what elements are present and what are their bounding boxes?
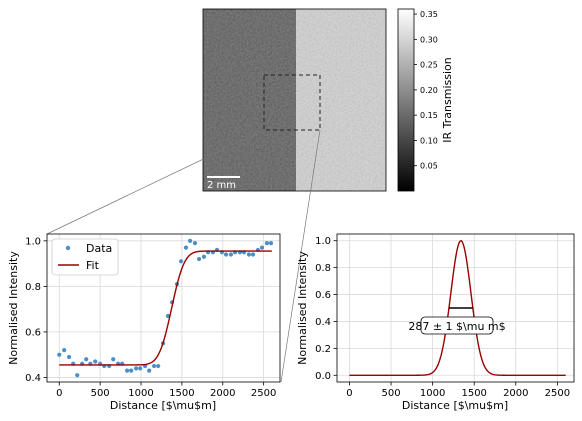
data-point	[246, 252, 252, 257]
x-tick-label: 0	[346, 388, 352, 399]
zoom-connector-right	[280, 129, 321, 383]
colorbar-tick-label: 0.35	[420, 10, 438, 19]
fwhm-annotation: 287 ± 1 $\mu m$	[408, 320, 505, 333]
data-point	[268, 241, 274, 246]
data-point	[250, 252, 256, 257]
data-point	[62, 348, 67, 353]
data-point	[84, 357, 89, 362]
left-axes-frame	[46, 233, 281, 383]
colorbar-tick-label: 0.25	[420, 61, 438, 70]
image-noise-texture	[203, 9, 386, 191]
data-point	[138, 366, 143, 371]
x-tick-label: 2000	[503, 388, 528, 399]
data-point	[129, 368, 134, 373]
data-point	[192, 241, 198, 246]
x-tick-label: 0	[56, 388, 62, 399]
colorbar-ticks: 0.05 0.10 0.15 0.20 0.25 0.30 0.35	[414, 10, 438, 171]
x-tick-label: 2500	[545, 388, 570, 399]
y-tick-label: 0.2	[315, 344, 331, 355]
colorbar-tick-label: 0.10	[420, 136, 438, 145]
fwhm-annotation-box	[420, 316, 494, 335]
x-tick-label: 2000	[210, 388, 235, 399]
data-point	[187, 238, 193, 243]
data-point	[147, 368, 152, 373]
x-tick-label: 1500	[169, 388, 194, 399]
y-tick-label: 0.8	[315, 263, 331, 274]
legend: Data Fit	[51, 238, 119, 276]
data-point	[178, 259, 184, 264]
data-point	[156, 363, 161, 369]
y-tick-label: 0.6	[25, 327, 41, 338]
right-x-axis-label: Distance [$\mu$m]	[402, 399, 508, 412]
left-grid	[47, 234, 280, 382]
left-x-axis-label: Distance [$\mu$m]	[110, 399, 216, 412]
colorbar-gradient	[397, 8, 415, 192]
colorbar-tick-label: 0.20	[420, 86, 438, 95]
data-point	[183, 245, 189, 250]
legend-data-marker	[65, 245, 71, 251]
step-profile-plot: 0 500 1000 1500 2000 2500 0.4 0.6 0.8 1.0 Distanc…	[7, 233, 281, 412]
y-tick-label: 0.0	[315, 371, 331, 382]
legend-data-label: Data	[86, 242, 112, 255]
y-tick-label: 0.6	[315, 290, 331, 301]
x-tick-label: 1500	[461, 388, 486, 399]
fit-line	[59, 250, 272, 366]
data-point	[151, 363, 157, 369]
gaussian-profile-plot: 0 500 1000 1500 2000 2500 0.0 0.2 0.4 0.6 0.8 1.0 D…	[296, 233, 575, 412]
right-grid	[337, 234, 574, 382]
data-point	[201, 254, 207, 259]
right-ticks: 0 500 1000 1500 2000 2500 0.0 0.2 0.4 0.6 0.8 1.0	[315, 236, 570, 399]
image-frame	[202, 8, 387, 192]
zoom-connector-left	[46, 129, 265, 235]
data-point	[259, 245, 265, 250]
colorbar-tick-label: 0.30	[420, 35, 438, 44]
y-tick-label: 0.8	[25, 282, 41, 293]
ir-image-panel: 2 mm	[202, 8, 387, 192]
x-tick-label: 1000	[128, 388, 153, 399]
colorbar-label: IR Transmission	[441, 57, 454, 142]
colorbar-tick-label: 0.15	[420, 111, 438, 120]
x-tick-label: 2500	[251, 388, 276, 399]
y-tick-label: 1.0	[25, 236, 41, 247]
data-point	[111, 357, 116, 362]
gaussian-line	[349, 240, 566, 376]
x-tick-label: 500	[91, 388, 110, 399]
data-point	[125, 368, 130, 373]
right-y-axis-label: Normalised Intensity	[296, 251, 309, 365]
y-tick-label: 0.4	[25, 373, 41, 384]
data-point	[228, 252, 234, 257]
data-point	[93, 359, 98, 364]
region-of-interest-box	[263, 74, 321, 131]
x-tick-label: 1000	[420, 388, 445, 399]
data-point	[75, 373, 80, 378]
data-point	[264, 241, 270, 246]
y-tick-label: 0.4	[315, 317, 331, 328]
data-point	[196, 256, 202, 262]
left-y-axis-label: Normalised Intensity	[7, 251, 20, 365]
data-point	[134, 366, 139, 371]
data-point	[66, 354, 72, 360]
left-ticks: 0 500 1000 1500 2000 2500 0.4 0.6 0.8 1.0	[25, 236, 276, 399]
colorbar: 0.05 0.10 0.15 0.20 0.25 0.30 0.35 IR Transmis…	[397, 8, 454, 192]
scale-bar-label: 2 mm	[207, 180, 236, 191]
x-tick-label: 500	[382, 388, 401, 399]
colorbar-tick-label: 0.05	[420, 162, 438, 171]
data-point	[57, 352, 62, 357]
y-tick-label: 1.0	[315, 236, 331, 247]
data-point	[223, 252, 229, 257]
right-axes-frame	[336, 233, 575, 383]
legend-fit-label: Fit	[86, 259, 100, 272]
